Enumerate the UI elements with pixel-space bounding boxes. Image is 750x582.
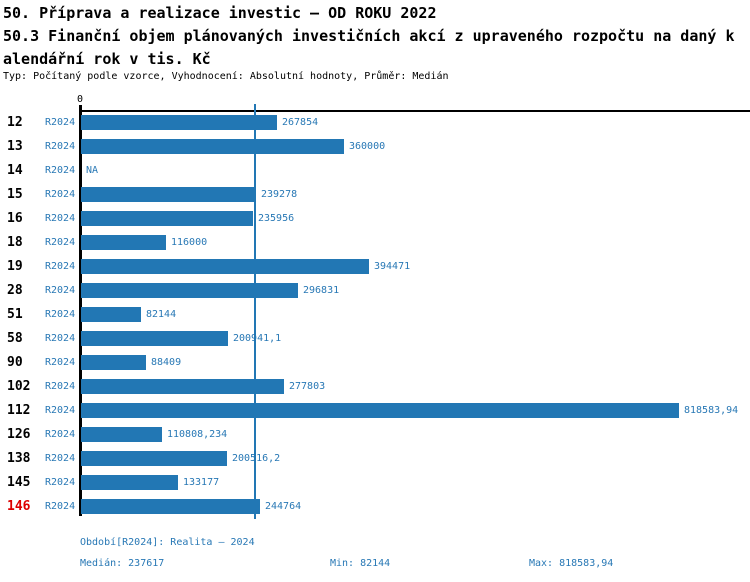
bar-value-label: 360000 <box>349 141 386 152</box>
row-id-label: 16 <box>7 211 23 226</box>
bar <box>81 307 141 322</box>
row-period-label: R2024 <box>45 333 76 344</box>
bar <box>81 451 227 466</box>
bar-value-label: 239278 <box>261 189 298 200</box>
row-id-label: 126 <box>7 427 31 442</box>
bar-value-label: 88409 <box>151 357 182 368</box>
row-id-label: 14 <box>7 163 23 178</box>
bar-value-label: 82144 <box>146 309 177 320</box>
bar <box>81 475 178 490</box>
chart-meta-info: Typ: Počítaný podle vzorce, Vyhodnocení:… <box>3 71 449 82</box>
bar <box>81 139 344 154</box>
row-id-label: 18 <box>7 235 23 250</box>
row-id-label: 102 <box>7 379 31 394</box>
row-id-label: 145 <box>7 475 31 490</box>
bar-value-label: 244764 <box>265 501 302 512</box>
bar-value-label: 200516,2 <box>232 453 281 464</box>
bar <box>81 403 679 418</box>
row-period-label: R2024 <box>45 189 76 200</box>
row-id-label: 90 <box>7 355 23 370</box>
bar-value-label: 818583,94 <box>684 405 739 416</box>
row-period-label: R2024 <box>45 429 76 440</box>
row-id-label: 58 <box>7 331 23 346</box>
footer-median: Medián: 237617 <box>80 558 165 569</box>
row-period-label: R2024 <box>45 237 76 248</box>
y-axis-line <box>79 105 82 516</box>
bar-value-label: 267854 <box>282 117 319 128</box>
bar-value-label: 110808,234 <box>167 429 228 440</box>
bar-value-label: 116000 <box>171 237 208 248</box>
bar <box>81 211 253 226</box>
x-axis-zero-tick-label: 0 <box>76 94 84 105</box>
row-id-label: 13 <box>7 139 23 154</box>
bar <box>81 283 298 298</box>
row-period-label: R2024 <box>45 213 76 224</box>
footer-max: Max: 818583,94 <box>529 558 614 569</box>
bar-value-label: 394471 <box>374 261 411 272</box>
bar <box>81 499 260 514</box>
row-period-label: R2024 <box>45 453 76 464</box>
row-id-label: 51 <box>7 307 23 322</box>
bar <box>81 355 146 370</box>
bar-value-label: NA <box>86 165 99 176</box>
bar <box>81 427 162 442</box>
row-period-label: R2024 <box>45 261 76 272</box>
row-id-label: 15 <box>7 187 23 202</box>
row-period-label: R2024 <box>45 405 76 416</box>
bar-value-label: 235956 <box>258 213 295 224</box>
bar <box>81 187 256 202</box>
bar-value-label: 200941,1 <box>233 333 282 344</box>
page-title-line1: 50. Příprava a realizace investic – OD R… <box>3 4 437 22</box>
row-period-label: R2024 <box>45 165 76 176</box>
page-title-line2: 50.3 Finanční objem plánovaných investič… <box>3 27 735 45</box>
row-id-label: 12 <box>7 115 23 130</box>
row-period-label: R2024 <box>45 285 76 296</box>
row-period-label: R2024 <box>45 117 76 128</box>
median-reference-line <box>254 104 256 519</box>
row-id-label: 112 <box>7 403 31 418</box>
row-period-label: R2024 <box>45 141 76 152</box>
bar <box>81 235 166 250</box>
row-period-label: R2024 <box>45 501 76 512</box>
row-period-label: R2024 <box>45 477 76 488</box>
bar <box>81 259 369 274</box>
row-period-label: R2024 <box>45 309 76 320</box>
footer-min: Min: 82144 <box>330 558 391 569</box>
row-period-label: R2024 <box>45 357 76 368</box>
bar-value-label: 277803 <box>289 381 326 392</box>
bar <box>81 115 277 130</box>
row-id-label: 19 <box>7 259 23 274</box>
x-axis-line <box>79 110 750 112</box>
row-id-label: 146 <box>7 499 31 514</box>
row-id-label: 138 <box>7 451 31 466</box>
bar <box>81 379 284 394</box>
bar-value-label: 133177 <box>183 477 220 488</box>
row-id-label: 28 <box>7 283 23 298</box>
row-period-label: R2024 <box>45 381 76 392</box>
bar-value-label: 296831 <box>303 285 340 296</box>
footer-period-info: Období[R2024]: Realita – 2024 <box>80 537 255 548</box>
page-title-line3: alendářní rok v tis. Kč <box>3 50 211 68</box>
bar <box>81 331 228 346</box>
